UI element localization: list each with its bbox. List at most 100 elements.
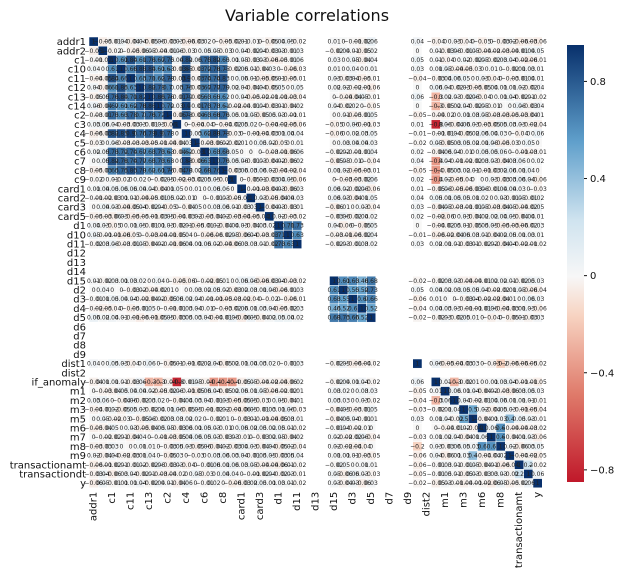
cell-annotation: −0.04 xyxy=(408,305,427,312)
cell-annotation: −0.05 xyxy=(528,379,547,386)
cell-annotation: 0.03 xyxy=(244,204,258,211)
x-tick-label: dist2 xyxy=(422,492,433,517)
cell-annotation: −0.01 xyxy=(408,131,427,138)
cell-annotation: 0 xyxy=(203,204,207,211)
cell-annotation: 0.03 xyxy=(531,315,545,322)
cell-annotation: 0.06 xyxy=(494,149,508,156)
cell-annotation: 0.02 xyxy=(207,480,221,487)
cell-annotation: 0.01 xyxy=(337,204,351,211)
cell-annotation: 0 xyxy=(471,149,475,156)
cell-annotation: 0 xyxy=(341,121,345,128)
cell-annotation: 0.06 xyxy=(512,158,526,165)
cell-annotation: 0.05 xyxy=(411,287,425,294)
cell-annotation: 0.01 xyxy=(364,462,378,469)
cell-annotation: 0 xyxy=(286,85,290,92)
cell-annotation: 0 xyxy=(184,471,188,478)
cell-annotation: 0.03 xyxy=(290,305,304,312)
cell-annotation: 0 xyxy=(92,416,96,423)
cell-annotation: 0.04 xyxy=(411,158,425,165)
cell-annotation: 0.01 xyxy=(466,315,480,322)
cell-annotation: 0.02 xyxy=(364,48,378,55)
cell-annotation: 0 xyxy=(517,140,521,147)
cell-annotation: 0.01 xyxy=(290,204,304,211)
cell-annotation: 0.06 xyxy=(531,131,545,138)
cell-annotation: −0.02 xyxy=(362,397,381,404)
cell-annotation: 0.05 xyxy=(531,443,545,450)
cell-annotation: 0.52 xyxy=(355,315,369,322)
cell-annotation: 1 xyxy=(147,94,151,101)
cell-annotation: 0 xyxy=(452,57,456,64)
cell-annotation: 0.06 xyxy=(142,361,156,368)
cell-annotation: 0.01 xyxy=(531,112,545,119)
cell-annotation: 0.06 xyxy=(179,480,193,487)
y-tick-label: y xyxy=(80,479,86,490)
cell-annotation: 0.72 xyxy=(152,112,166,119)
cell-annotation: 0 xyxy=(92,204,96,211)
colorbar-tick-label: 0.4 xyxy=(590,174,606,185)
cell-annotation: −0.04 xyxy=(288,167,307,174)
cell-annotation: 0.06 xyxy=(364,39,378,46)
cell-annotation: −0.01 xyxy=(362,167,381,174)
cell-annotation: 0 xyxy=(92,158,96,165)
cell-annotation: 0.03 xyxy=(466,361,480,368)
cell-annotation: 0.04 xyxy=(226,471,240,478)
y-tick-label: transactiondt xyxy=(19,470,86,481)
cell-annotation: −0.05 xyxy=(528,453,547,460)
x-tick-label: d1 xyxy=(274,492,285,505)
cell-annotation: −0.02 xyxy=(288,278,307,285)
x-tick-label: m6 xyxy=(477,492,488,508)
cell-annotation: 1 xyxy=(369,315,373,322)
colorbar-ticks: −0.8 −0.4 0 0.4 0.8 xyxy=(584,77,614,476)
cell-annotation: 0.04 xyxy=(364,149,378,156)
cell-annotation: 0 xyxy=(415,48,419,55)
cell-annotation: 0.03 xyxy=(364,480,378,487)
cell-annotation: 0 xyxy=(480,66,484,73)
cell-annotation: 0 xyxy=(536,140,540,147)
cell-annotation: 0 xyxy=(92,287,96,294)
cell-annotation: −0.02 xyxy=(408,278,427,285)
x-tick-label: addr1 xyxy=(89,492,100,521)
cell-annotation: 0 xyxy=(415,223,419,230)
cell-annotation: 0.6 xyxy=(487,443,497,450)
cell-annotation: −0.05 xyxy=(408,471,427,478)
cell-annotation: 1 xyxy=(341,287,345,294)
cell-annotation: −0.02 xyxy=(528,425,547,432)
cell-annotation: 0.05 xyxy=(411,57,425,64)
cell-annotation: 0.02 xyxy=(290,315,304,322)
cell-annotation: −0.01 xyxy=(528,416,547,423)
cell-annotation: 0 xyxy=(452,112,456,119)
cell-annotation: 1 xyxy=(480,425,484,432)
cell-annotation: 0.06 xyxy=(96,397,110,404)
cell-annotation: −0.04 xyxy=(408,397,427,404)
cell-annotation: 0 xyxy=(230,186,234,193)
cell-annotation: 0.03 xyxy=(327,57,341,64)
x-tick-label: c6 xyxy=(200,492,211,504)
cell-annotation: 0.03 xyxy=(290,361,304,368)
cell-annotation: 0 xyxy=(443,39,447,46)
cell-annotation: 0.02 xyxy=(531,158,545,165)
cell-annotation: 0.02 xyxy=(133,177,147,184)
cell-annotation: −0.03 xyxy=(408,434,427,441)
cell-annotation: −0.02 xyxy=(288,425,307,432)
cell-annotation: 0.83 xyxy=(216,75,230,82)
cell-annotation: 0 xyxy=(499,103,503,110)
cell-annotation: 0.04 xyxy=(448,407,462,414)
cell-annotation: 0 xyxy=(360,66,364,73)
cell-annotation: −0.03 xyxy=(362,471,381,478)
cell-annotation: 0.01 xyxy=(161,287,175,294)
cell-annotation: 1 xyxy=(129,75,133,82)
cell-annotation: 0 xyxy=(332,140,336,147)
cell-annotation: −0.02 xyxy=(288,480,307,487)
cell-annotation: 0.01 xyxy=(429,296,443,303)
cell-annotation: 0.05 xyxy=(531,48,545,55)
cell-annotation: 0 xyxy=(203,186,207,193)
x-tick-label: m1 xyxy=(440,492,451,508)
cell-annotation: −0.01 xyxy=(288,75,307,82)
cell-annotation: 0.02 xyxy=(290,379,304,386)
cell-annotation: 0.03 xyxy=(263,66,277,73)
cell-annotation: 1 xyxy=(184,131,188,138)
cell-annotation: 0 xyxy=(175,158,179,165)
cell-annotation: −0.02 xyxy=(288,462,307,469)
cell-annotation: 0 xyxy=(184,186,188,193)
